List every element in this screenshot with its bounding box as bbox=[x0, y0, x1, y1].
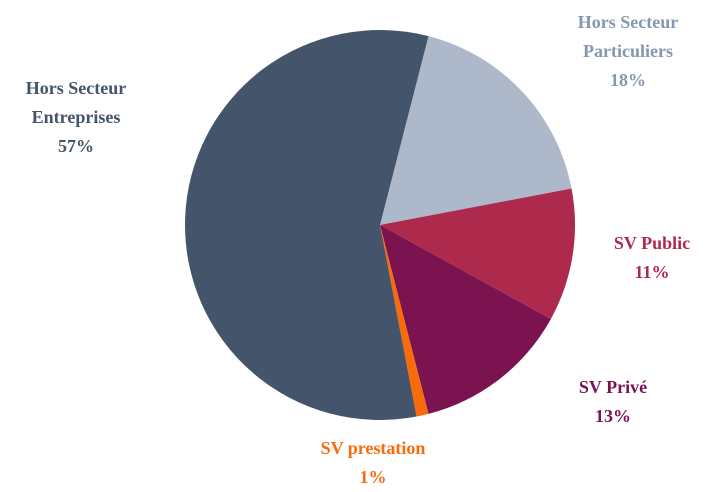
category-label: Hors Secteur Entreprises bbox=[25, 78, 127, 127]
slice-label: SV Public 11% bbox=[586, 229, 705, 287]
category-label: SV prestation bbox=[320, 438, 426, 458]
category-label: SV Public bbox=[613, 233, 691, 253]
value-label: 57% bbox=[58, 136, 94, 156]
pie-slice bbox=[380, 225, 551, 414]
slice-label: Hors Secteur Particuliers 18% bbox=[562, 8, 694, 95]
slice-label: SV Privé 13% bbox=[547, 373, 679, 431]
category-label: Hors Secteur Particuliers bbox=[577, 12, 679, 61]
pie-slice bbox=[380, 188, 575, 319]
pie-slice bbox=[380, 225, 429, 417]
value-label: 1% bbox=[359, 467, 387, 487]
slice-label: SV prestation 1% bbox=[307, 434, 439, 492]
pie-slice bbox=[185, 30, 429, 421]
slice-label: Hors Secteur Entreprises 57% bbox=[10, 74, 142, 161]
value-label: 18% bbox=[610, 70, 646, 90]
category-label: SV Privé bbox=[578, 377, 648, 397]
value-label: 13% bbox=[595, 406, 631, 426]
value-label: 11% bbox=[634, 262, 670, 282]
pie-slice bbox=[380, 36, 572, 225]
